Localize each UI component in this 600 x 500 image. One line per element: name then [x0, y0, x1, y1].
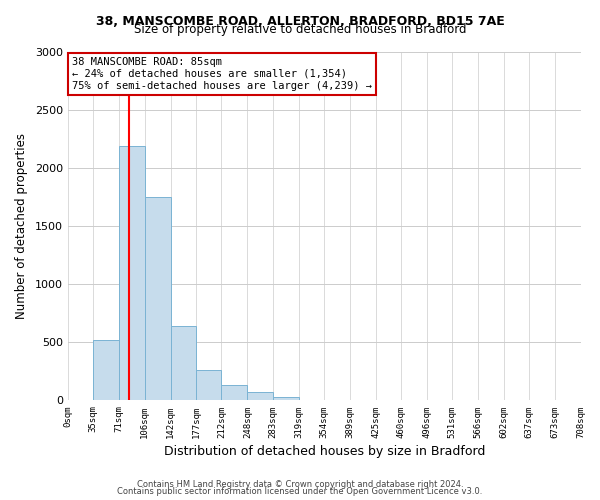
Bar [196, 370, 221, 400]
Text: 38 MANSCOMBE ROAD: 85sqm
← 24% of detached houses are smaller (1,354)
75% of sem: 38 MANSCOMBE ROAD: 85sqm ← 24% of detach… [72, 58, 372, 90]
Text: 38, MANSCOMBE ROAD, ALLERTON, BRADFORD, BD15 7AE: 38, MANSCOMBE ROAD, ALLERTON, BRADFORD, … [95, 15, 505, 28]
Text: Size of property relative to detached houses in Bradford: Size of property relative to detached ho… [134, 22, 466, 36]
Bar [171, 326, 196, 400]
Bar [119, 146, 145, 400]
Bar [247, 392, 273, 400]
Bar [221, 386, 247, 400]
Bar [145, 197, 171, 400]
Text: Contains HM Land Registry data © Crown copyright and database right 2024.: Contains HM Land Registry data © Crown c… [137, 480, 463, 489]
Text: Contains public sector information licensed under the Open Government Licence v3: Contains public sector information licen… [118, 487, 482, 496]
X-axis label: Distribution of detached houses by size in Bradford: Distribution of detached houses by size … [164, 444, 485, 458]
Bar [273, 397, 299, 400]
Bar [93, 340, 119, 400]
Y-axis label: Number of detached properties: Number of detached properties [15, 133, 28, 319]
